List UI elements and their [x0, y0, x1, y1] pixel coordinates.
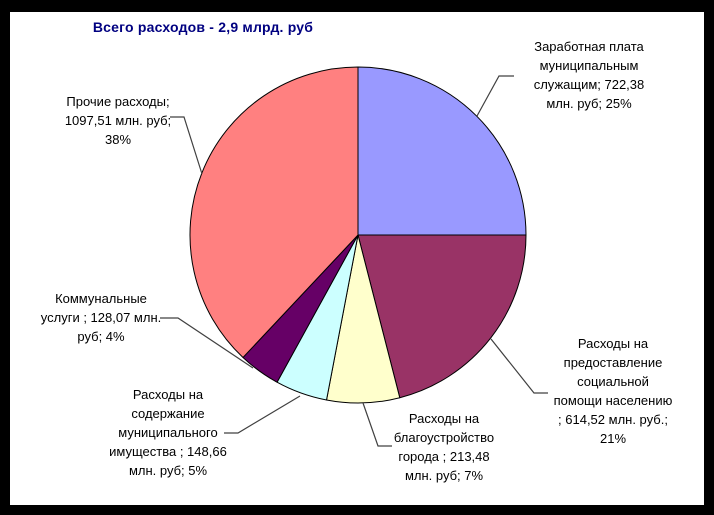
pie-slices	[189, 66, 527, 404]
leader-line-social	[490, 338, 548, 394]
leader-line-communal	[160, 317, 254, 369]
leader-line-other	[170, 116, 203, 175]
pie-slice-0[interactable]	[357, 66, 527, 236]
leader-lines	[160, 75, 548, 447]
leader-line-city	[362, 402, 392, 447]
leader-line-salary	[476, 75, 514, 117]
pie-slice-1[interactable]	[357, 234, 527, 399]
data-label-communal: Коммунальные услуги ; 128,07 млн. руб; 4…	[40, 291, 162, 344]
leader-line-property	[224, 395, 301, 434]
data-label-salary: Заработная плата муниципальным служащим;…	[533, 39, 645, 111]
data-label-social: Расходы на предоставление социальной пом…	[553, 336, 673, 446]
data-label-property: Расходы на содержание муниципального иму…	[109, 387, 227, 478]
chart-title: Всего расходов - 2,9 млрд. руб	[92, 19, 314, 35]
data-label-other: Прочие расходы; 1097,51 млн. руб; 38%	[64, 94, 172, 147]
data-label-city: Расходы на благоустройство города ; 213,…	[393, 411, 495, 483]
